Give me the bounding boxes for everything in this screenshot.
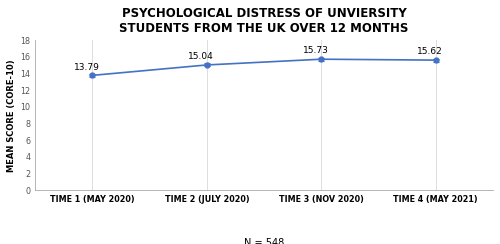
Text: N = 548: N = 548 [244, 238, 284, 244]
Title: PSYCHOLOGICAL DISTRESS OF UNVIERSITY
STUDENTS FROM THE UK OVER 12 MONTHS: PSYCHOLOGICAL DISTRESS OF UNVIERSITY STU… [120, 7, 409, 35]
Text: 15.62: 15.62 [417, 47, 443, 56]
Text: 15.04: 15.04 [188, 52, 214, 61]
Text: 15.73: 15.73 [302, 46, 328, 55]
Y-axis label: MEAN SCORE (CORE-10): MEAN SCORE (CORE-10) [7, 59, 16, 172]
Text: 13.79: 13.79 [74, 63, 100, 72]
